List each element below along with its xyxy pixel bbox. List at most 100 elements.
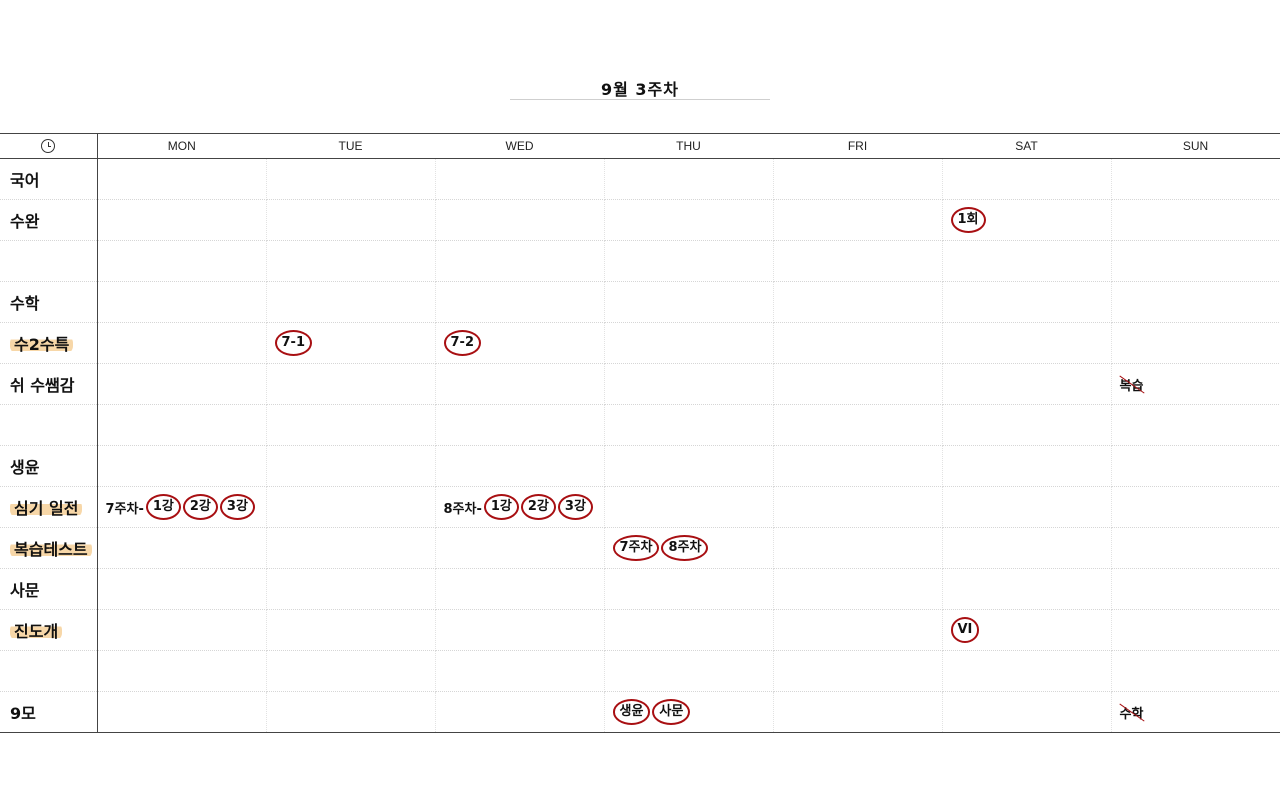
cell[interactable]	[773, 650, 943, 692]
cell[interactable]	[97, 609, 267, 651]
cell[interactable]	[435, 404, 605, 446]
cell[interactable]	[773, 240, 943, 282]
cell[interactable]	[773, 445, 943, 487]
cell[interactable]	[604, 199, 774, 241]
cell[interactable]	[1111, 445, 1280, 487]
cell[interactable]	[773, 527, 943, 569]
cell[interactable]	[266, 486, 436, 528]
cell[interactable]	[773, 568, 943, 610]
cell[interactable]	[773, 691, 943, 733]
cell[interactable]	[604, 322, 774, 364]
cell[interactable]	[97, 568, 267, 610]
cell[interactable]	[97, 445, 267, 487]
cell[interactable]	[435, 568, 605, 610]
cell[interactable]	[266, 281, 436, 323]
cell[interactable]	[1111, 322, 1280, 364]
cell[interactable]	[604, 363, 774, 405]
cell[interactable]	[942, 404, 1112, 446]
cell[interactable]: 7-2	[435, 322, 605, 364]
cell[interactable]	[773, 609, 943, 651]
cell[interactable]	[604, 240, 774, 282]
cell[interactable]	[942, 486, 1112, 528]
cell[interactable]	[266, 527, 436, 569]
cell[interactable]	[1111, 199, 1280, 241]
cell[interactable]	[97, 158, 267, 200]
cell[interactable]	[604, 404, 774, 446]
cell[interactable]	[604, 609, 774, 651]
cell[interactable]	[97, 240, 267, 282]
cell[interactable]	[604, 158, 774, 200]
cell[interactable]	[773, 322, 943, 364]
cell[interactable]	[942, 322, 1112, 364]
cell[interactable]	[773, 363, 943, 405]
cell[interactable]	[1111, 527, 1280, 569]
cell[interactable]	[604, 281, 774, 323]
cell[interactable]	[1111, 609, 1280, 651]
cell[interactable]: VI	[942, 609, 1112, 651]
cell[interactable]	[97, 650, 267, 692]
cell[interactable]	[97, 199, 267, 241]
cell[interactable]	[435, 158, 605, 200]
cell[interactable]	[435, 609, 605, 651]
cell[interactable]	[266, 650, 436, 692]
cell[interactable]	[435, 691, 605, 733]
cell[interactable]	[435, 240, 605, 282]
cell[interactable]	[266, 363, 436, 405]
cell[interactable]	[266, 158, 436, 200]
cell[interactable]	[1111, 568, 1280, 610]
cell[interactable]: 생윤 사문	[604, 691, 774, 733]
cell[interactable]	[266, 199, 436, 241]
cell[interactable]	[942, 445, 1112, 487]
cell[interactable]	[773, 486, 943, 528]
cell[interactable]	[97, 322, 267, 364]
cell[interactable]	[942, 363, 1112, 405]
cell[interactable]	[435, 527, 605, 569]
cell[interactable]	[266, 568, 436, 610]
cell[interactable]	[97, 691, 267, 733]
cell[interactable]	[942, 691, 1112, 733]
cell[interactable]	[1111, 404, 1280, 446]
cell[interactable]	[266, 691, 436, 733]
cell[interactable]	[942, 527, 1112, 569]
cell[interactable]	[1111, 650, 1280, 692]
cell[interactable]: 8주차- 1강 2강 3강	[435, 486, 605, 528]
cell[interactable]	[942, 158, 1112, 200]
cell[interactable]	[773, 199, 943, 241]
cell[interactable]	[435, 199, 605, 241]
cell[interactable]	[604, 445, 774, 487]
subject-row: 국어	[0, 158, 1280, 200]
cell[interactable]	[266, 609, 436, 651]
cell[interactable]: 복습	[1111, 363, 1280, 405]
cell[interactable]	[97, 363, 267, 405]
cell[interactable]	[942, 240, 1112, 282]
cell[interactable]	[266, 240, 436, 282]
cell[interactable]: 7주차 8주차	[604, 527, 774, 569]
cell[interactable]	[1111, 486, 1280, 528]
cell[interactable]	[435, 363, 605, 405]
cell[interactable]	[773, 158, 943, 200]
cell[interactable]	[942, 281, 1112, 323]
cell[interactable]	[97, 527, 267, 569]
cell[interactable]: 7-1	[266, 322, 436, 364]
cell[interactable]	[1111, 281, 1280, 323]
cell[interactable]	[942, 650, 1112, 692]
cell[interactable]	[773, 404, 943, 446]
cell[interactable]	[604, 486, 774, 528]
cell[interactable]	[266, 445, 436, 487]
cell[interactable]	[97, 281, 267, 323]
cell[interactable]: 1회	[942, 199, 1112, 241]
cell[interactable]	[604, 650, 774, 692]
cell[interactable]	[435, 281, 605, 323]
cell[interactable]: 수학	[1111, 691, 1280, 733]
cell[interactable]	[604, 568, 774, 610]
cell[interactable]	[266, 404, 436, 446]
cell[interactable]	[97, 404, 267, 446]
cell[interactable]	[1111, 158, 1280, 200]
cell[interactable]: 7주차- 1강 2강 3강	[97, 486, 267, 528]
cell[interactable]	[1111, 240, 1280, 282]
cell[interactable]	[773, 281, 943, 323]
cell[interactable]	[942, 568, 1112, 610]
cell[interactable]	[435, 650, 605, 692]
circled-note: 사문	[652, 699, 691, 725]
cell[interactable]	[435, 445, 605, 487]
